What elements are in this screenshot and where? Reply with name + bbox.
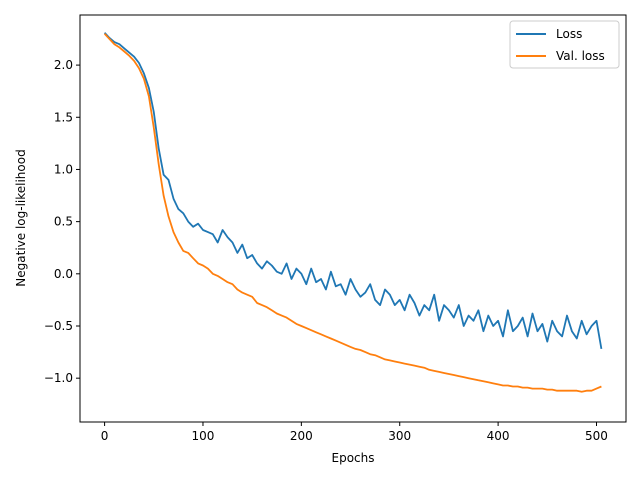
plot-frame (79, 14, 627, 423)
x-tick-label: 500 (585, 429, 608, 443)
x-ticks: 0 100 200 300 400 500 (101, 422, 608, 443)
x-tick-label: 300 (388, 429, 411, 443)
legend-label-loss: Loss (556, 27, 582, 41)
x-tick-label: 100 (192, 429, 215, 443)
x-tick-label: 200 (290, 429, 313, 443)
y-tick-label: 1.5 (54, 110, 73, 124)
y-tick-label: 0.5 (54, 215, 73, 229)
y-tick-label: 1.0 (54, 162, 73, 176)
y-tick-label: −1.0 (44, 371, 73, 385)
y-tick-label: −0.5 (44, 319, 73, 333)
x-tick-label: 400 (487, 429, 510, 443)
x-axis-label: Epochs (332, 451, 375, 465)
legend-label-val-loss: Val. loss (556, 49, 605, 63)
y-tick-label: 2.0 (54, 58, 73, 72)
x-tick-label: 0 (101, 429, 109, 443)
series-line-loss (103, 32, 603, 350)
series-layer (103, 32, 603, 393)
series-line-val-loss (103, 33, 602, 393)
y-axis-label: Negative log-likelihood (14, 149, 28, 286)
y-ticks: −1.0 −0.5 0.0 0.5 1.0 1.5 2.0 (44, 58, 80, 385)
y-tick-label: 0.0 (54, 267, 73, 281)
legend: Loss Val. loss (509, 20, 620, 69)
